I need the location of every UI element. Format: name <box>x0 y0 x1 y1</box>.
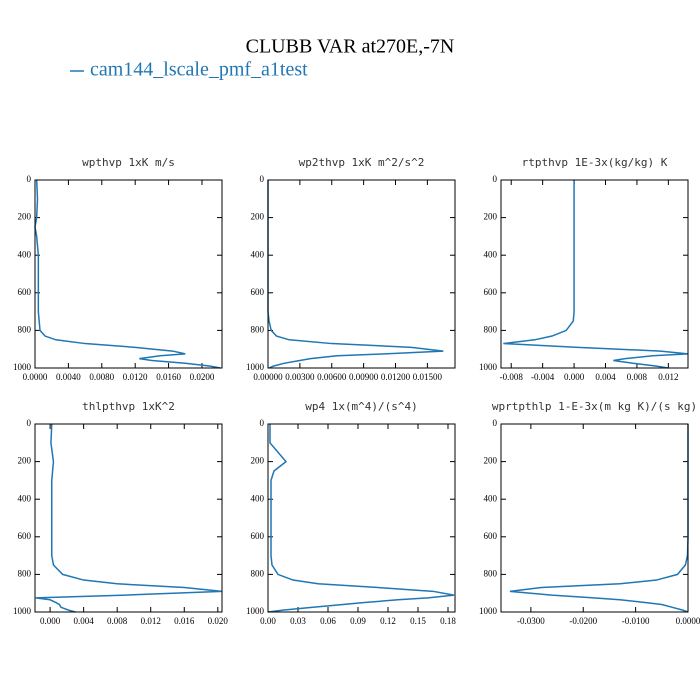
x-tick-label: 0.0080 <box>89 372 114 382</box>
x-tick-label: 0.00900 <box>349 372 379 382</box>
panel-title: wp4 1x(m^4)/(s^4) <box>305 400 418 413</box>
plot-frame <box>500 423 689 613</box>
x-tick-label: 0.0000 <box>676 616 700 626</box>
panel-title: wp2thvp 1xK m^2/s^2 <box>299 156 425 169</box>
y-tick-label: 0 <box>493 174 498 184</box>
profile-line <box>267 180 444 369</box>
x-tick-label: 0.020 <box>208 616 229 626</box>
y-tick-label: 200 <box>484 456 498 466</box>
y-tick-label: 200 <box>18 212 32 222</box>
y-tick-label: 400 <box>251 493 265 503</box>
y-tick-label: 400 <box>484 493 498 503</box>
y-tick-label: 600 <box>18 531 32 541</box>
x-tick-label: 0.00000 <box>253 372 283 382</box>
x-tick-label: 0.0200 <box>190 372 215 382</box>
x-tick-label: 0.0000 <box>23 372 48 382</box>
y-tick-label: 800 <box>18 324 32 334</box>
profile-line <box>35 423 223 613</box>
x-tick-label: 0.008 <box>107 616 128 626</box>
y-tick-label: 400 <box>18 249 32 259</box>
x-tick-label: 0.06 <box>320 616 336 626</box>
x-tick-label: 0.008 <box>627 372 648 382</box>
x-tick-label: 0.012 <box>141 616 161 626</box>
x-tick-label: -0.004 <box>531 372 555 382</box>
y-tick-label: 800 <box>484 568 498 578</box>
y-tick-label: 1000 <box>479 606 498 616</box>
y-tick-label: 800 <box>251 324 265 334</box>
y-tick-label: 600 <box>18 287 32 297</box>
plot-frame <box>267 423 456 613</box>
panel-title: thlpthvp 1xK^2 <box>82 400 175 413</box>
x-tick-label: -0.0300 <box>517 616 545 626</box>
x-tick-label: 0.00 <box>260 616 276 626</box>
profile-line <box>34 179 221 369</box>
panel-title: rtpthvp 1E-3x(kg/kg) K <box>522 156 668 169</box>
y-tick-label: 800 <box>18 568 32 578</box>
y-tick-label: 600 <box>484 287 498 297</box>
y-tick-label: 1000 <box>13 606 32 616</box>
x-tick-label: 0.0040 <box>56 372 81 382</box>
y-tick-label: 0 <box>260 418 265 428</box>
y-tick-label: 0 <box>493 418 498 428</box>
y-tick-label: 200 <box>18 456 32 466</box>
panel-title: wprtpthlp 1-E-3x(m kg K)/(s kg) <box>492 400 697 413</box>
y-tick-label: 0 <box>27 418 32 428</box>
x-tick-label: 0.000 <box>564 372 585 382</box>
y-tick-label: 200 <box>251 212 265 222</box>
y-tick-label: 800 <box>251 568 265 578</box>
y-tick-label: 1000 <box>13 362 32 372</box>
x-tick-label: 0.0160 <box>156 372 181 382</box>
plot-frame <box>34 423 223 613</box>
x-tick-label: -0.0100 <box>622 616 650 626</box>
x-tick-label: -0.008 <box>500 372 524 382</box>
y-tick-label: 200 <box>251 456 265 466</box>
x-tick-label: 0.000 <box>40 616 61 626</box>
plot-frame <box>34 179 223 369</box>
x-tick-label: 0.15 <box>410 616 426 626</box>
y-tick-label: 600 <box>251 531 265 541</box>
x-tick-label: 0.01500 <box>413 372 443 382</box>
y-tick-label: 0 <box>260 174 265 184</box>
plot-frame <box>267 179 456 369</box>
x-tick-label: 0.016 <box>174 616 195 626</box>
plot-frame <box>500 179 689 369</box>
x-tick-label: 0.18 <box>440 616 456 626</box>
y-tick-label: 1000 <box>479 362 498 372</box>
y-tick-label: 400 <box>484 249 498 259</box>
y-tick-label: 1000 <box>246 606 265 616</box>
profile-line <box>503 180 689 369</box>
x-tick-label: 0.00600 <box>317 372 347 382</box>
x-tick-label: -0.0200 <box>569 616 597 626</box>
x-tick-label: 0.012 <box>658 372 678 382</box>
x-tick-label: 0.01200 <box>381 372 411 382</box>
x-tick-label: 0.03 <box>290 616 306 626</box>
y-tick-label: 200 <box>484 212 498 222</box>
x-tick-label: 0.004 <box>595 372 616 382</box>
x-tick-label: 0.12 <box>380 616 396 626</box>
x-tick-label: 0.0120 <box>123 372 148 382</box>
y-tick-label: 0 <box>27 174 32 184</box>
y-tick-label: 400 <box>251 249 265 259</box>
profile-line <box>509 424 689 613</box>
y-tick-label: 400 <box>18 493 32 503</box>
page-title: CLUBB VAR at270E,-7N <box>246 36 455 58</box>
y-tick-label: 800 <box>484 324 498 334</box>
y-tick-label: 1000 <box>246 362 265 372</box>
panel-title: wpthvp 1xK m/s <box>82 156 175 169</box>
x-tick-label: 0.09 <box>350 616 366 626</box>
y-tick-label: 600 <box>251 287 265 297</box>
x-tick-label: 0.00300 <box>285 372 315 382</box>
legend-label: cam144_lscale_pmf_a1test <box>90 59 308 81</box>
profile-line <box>267 424 455 613</box>
x-tick-label: 0.004 <box>74 616 95 626</box>
y-tick-label: 600 <box>484 531 498 541</box>
